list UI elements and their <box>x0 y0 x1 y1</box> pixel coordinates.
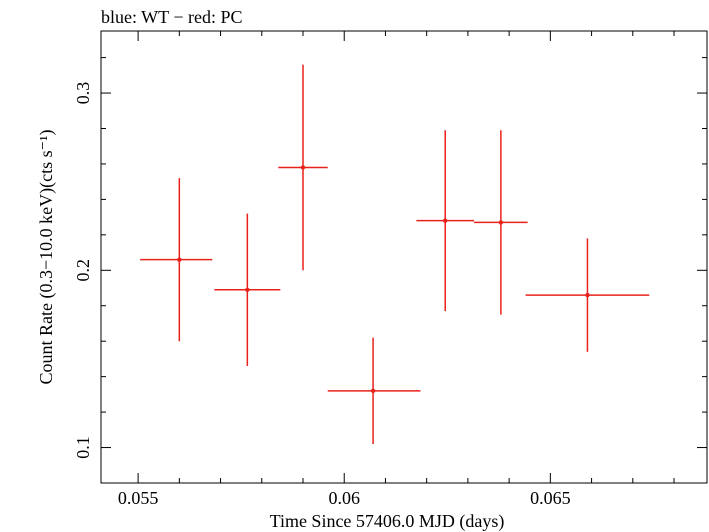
x-tick-label: 0.065 <box>530 488 571 508</box>
data-points <box>140 64 650 445</box>
data-point <box>140 178 213 342</box>
axis-tick-labels: 0.055 0.06 0.065 0.1 0.2 0.3 <box>73 82 571 508</box>
point-marker <box>245 287 250 292</box>
point-marker <box>585 292 590 298</box>
point-marker <box>300 165 306 170</box>
point-marker <box>370 388 376 394</box>
y-tick-label: 0.3 <box>73 82 93 105</box>
x-tick-label: 0.06 <box>328 488 360 508</box>
x-axis-label: Time Since 57406.0 MJD (days) <box>270 511 505 532</box>
x-tick-label: 0.055 <box>118 488 159 508</box>
axis-ticks <box>101 31 707 484</box>
data-point <box>416 130 475 312</box>
data-point <box>525 238 650 352</box>
point-marker <box>498 220 504 225</box>
plot-frame <box>100 30 708 484</box>
point-marker <box>443 218 448 223</box>
y-tick-label: 0.1 <box>73 436 93 459</box>
data-point <box>278 64 328 271</box>
chart-title: blue: WT − red: PC <box>101 7 242 27</box>
y-tick-label: 0.2 <box>73 259 93 282</box>
data-point <box>327 337 421 445</box>
point-marker <box>177 257 182 262</box>
data-point <box>214 213 281 367</box>
data-point <box>474 130 528 315</box>
y-axis-label: Count Rate (0.3−10.0 keV)(cts s⁻¹) <box>36 129 57 384</box>
